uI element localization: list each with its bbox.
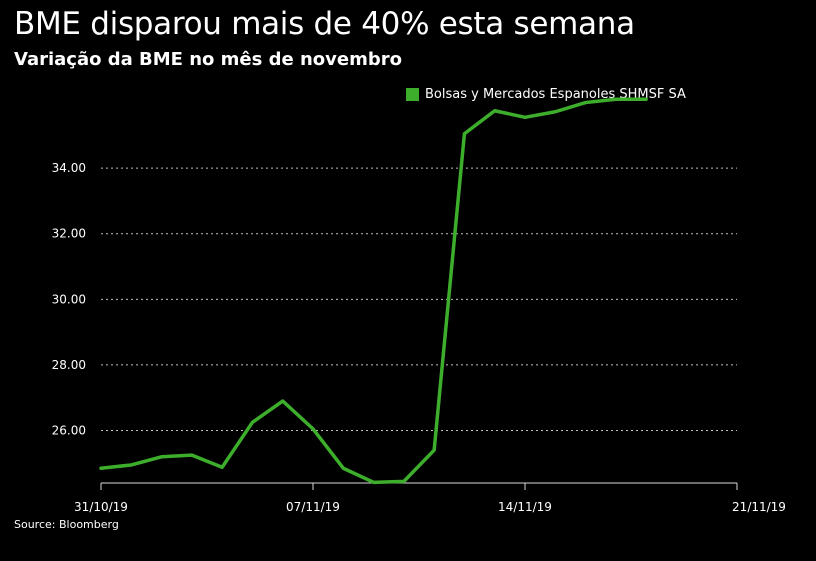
x-axis: 31/10/19 07/11/19 14/11/19 21/11/19 <box>74 482 786 514</box>
data-point <box>523 115 527 119</box>
y-axis-ticks: 26.00 28.00 30.00 32.00 34.00 <box>52 161 86 437</box>
data-point <box>250 420 254 424</box>
data-point <box>614 97 618 101</box>
chart-title: BME disparou mais de 40% esta semana <box>14 6 635 42</box>
data-point <box>553 110 557 114</box>
chart-subtitle: Variação da BME no mês de novembro <box>14 49 402 70</box>
data-point <box>462 132 466 136</box>
grid-lines <box>101 167 737 432</box>
y-tick-label: 32.00 <box>52 227 86 241</box>
source-note: Source: Bloomberg <box>14 518 119 531</box>
x-tick-label: 14/11/19 <box>498 500 552 514</box>
x-tick-label: 07/11/19 <box>286 500 340 514</box>
y-tick-label: 34.00 <box>52 161 86 175</box>
y-tick-label: 26.00 <box>52 424 86 438</box>
data-point <box>190 453 194 457</box>
series-layer <box>99 97 648 485</box>
data-point <box>584 101 588 105</box>
data-point <box>372 480 376 484</box>
data-point <box>311 427 315 431</box>
data-point <box>493 109 497 113</box>
data-point <box>281 399 285 403</box>
x-tick-label: 31/10/19 <box>74 500 128 514</box>
legend-swatch <box>406 88 419 101</box>
x-tick-label: 21/11/19 <box>732 500 786 514</box>
data-point <box>99 466 103 470</box>
y-tick-label: 30.00 <box>52 292 86 306</box>
data-point <box>160 455 164 459</box>
data-point <box>129 463 133 467</box>
y-tick-label: 28.00 <box>52 358 86 372</box>
data-point <box>341 466 345 470</box>
data-point <box>220 465 224 469</box>
data-point <box>402 479 406 483</box>
series-line-bme <box>99 97 648 485</box>
data-point <box>432 448 436 452</box>
data-point <box>644 97 648 101</box>
